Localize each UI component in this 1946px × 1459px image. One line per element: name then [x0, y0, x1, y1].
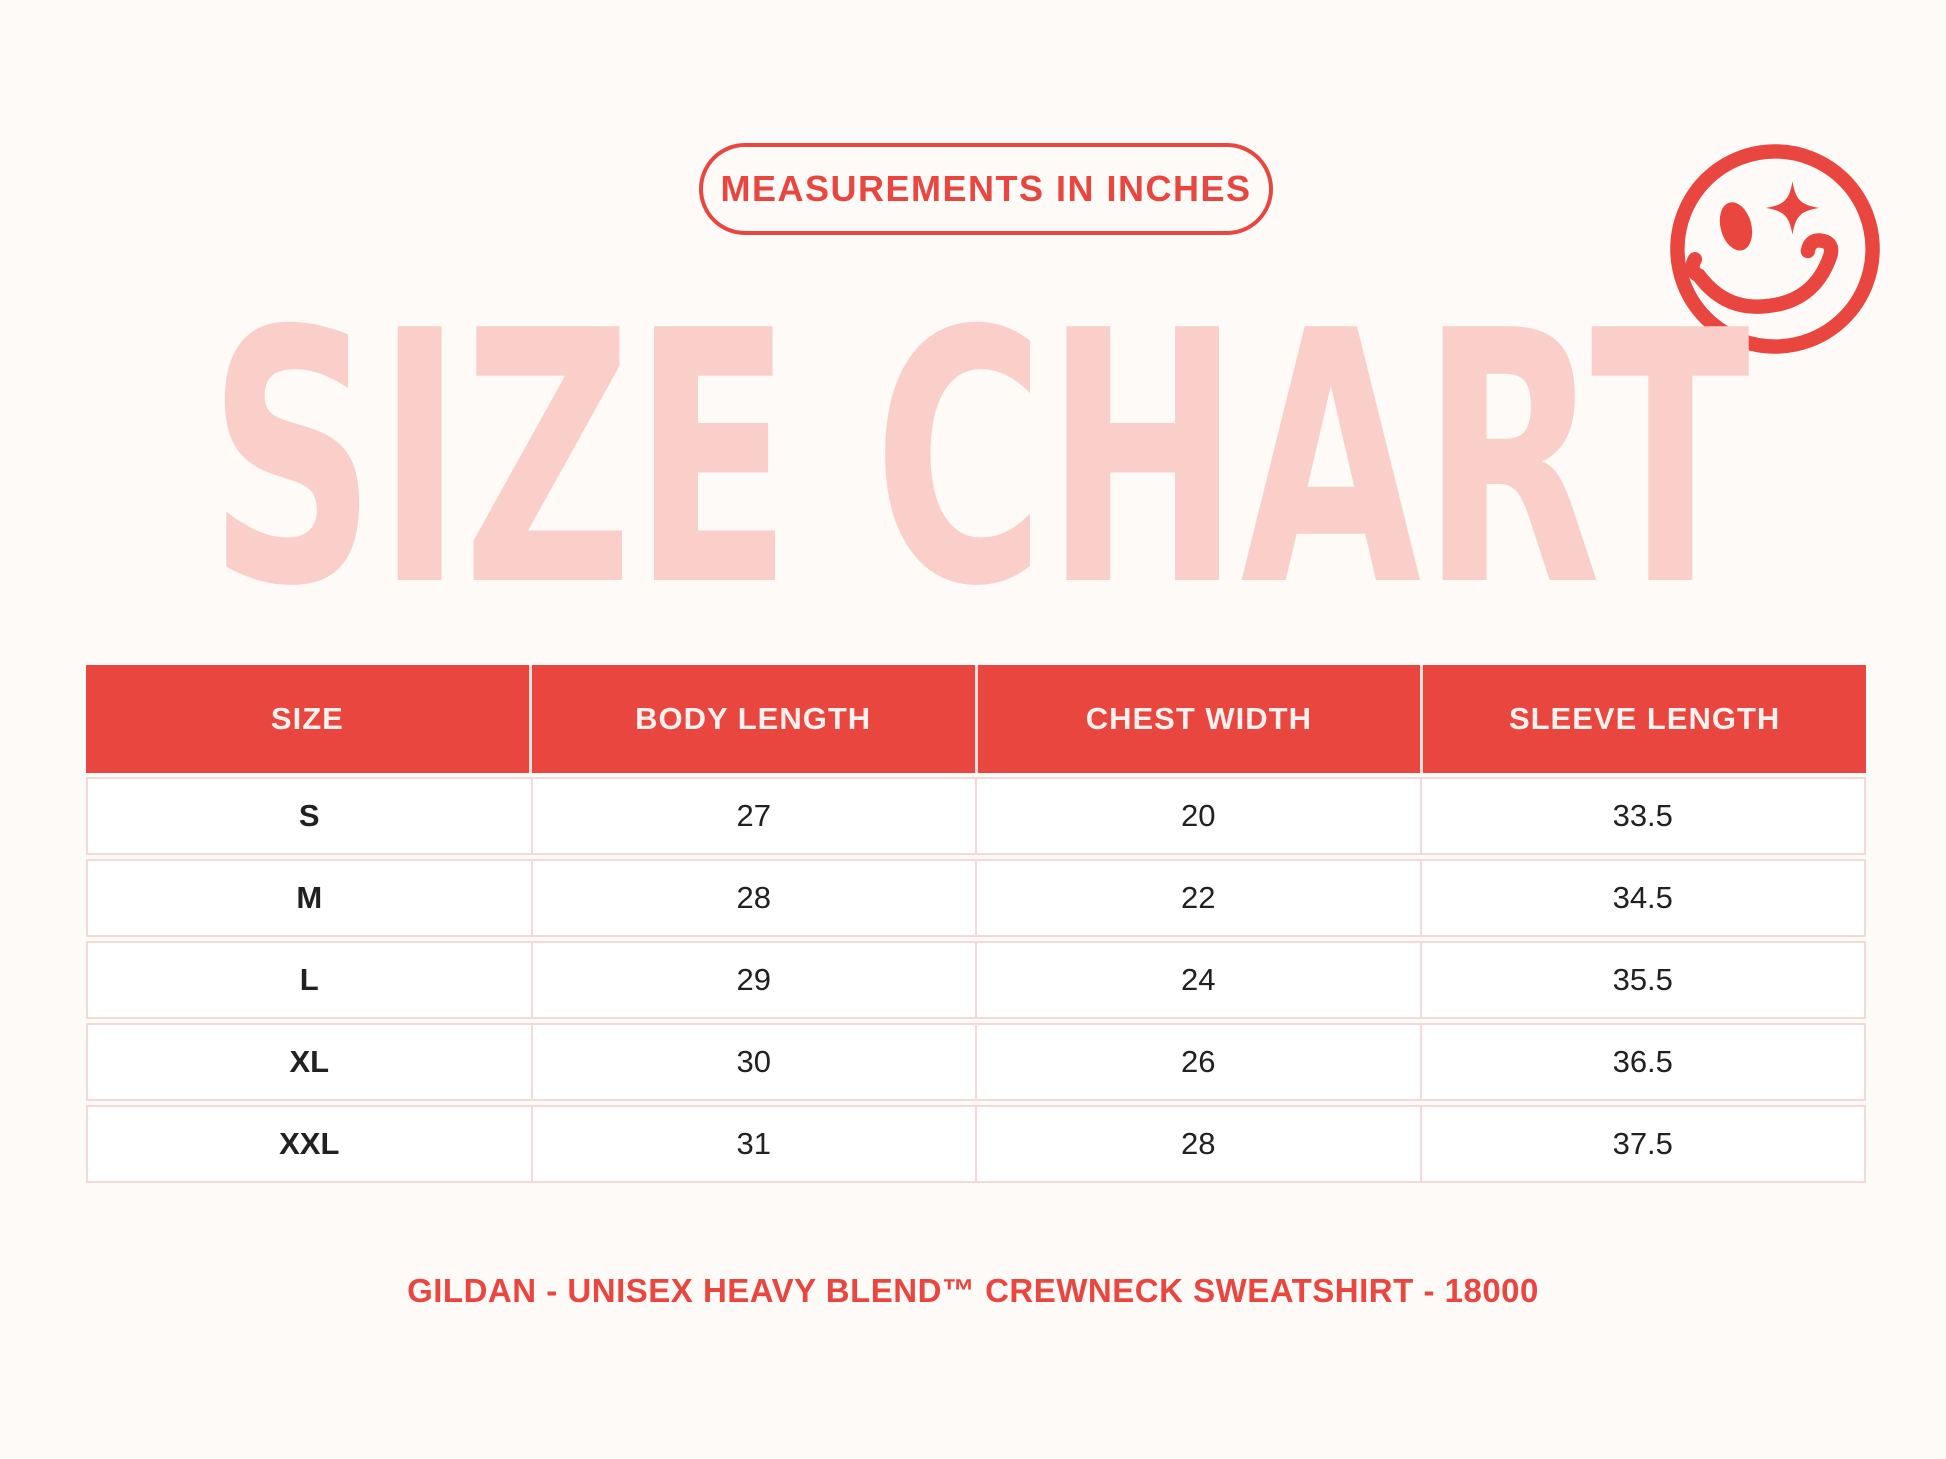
cell-size: XL [88, 1025, 533, 1099]
cell-measurement: 22 [977, 861, 1422, 935]
cell-size: L [88, 943, 533, 1017]
cell-measurement: 31 [533, 1107, 977, 1181]
table-row: XXL 31 28 37.5 [86, 1105, 1866, 1183]
cell-measurement: 37.5 [1612, 1126, 1673, 1161]
cell-measurement: 26 [977, 1025, 1422, 1099]
column-header-body-length: BODY LENGTH [532, 665, 978, 773]
cell-measurement: 28 [977, 1107, 1422, 1181]
cell-size: M [88, 861, 533, 935]
cell-measurement: 28 [533, 861, 977, 935]
table-row: XL 30 26 36.5 [86, 1023, 1866, 1101]
page-title: SIZE CHART [208, 258, 1751, 663]
table-header-row: SIZE BODY LENGTH CHEST WIDTH SLEEVE LENG… [86, 665, 1866, 773]
table-row: M 28 22 34.5 [86, 859, 1866, 937]
winking-smiley-icon [1670, 144, 1880, 354]
cell-measurement: 35.5 [1612, 962, 1673, 997]
cell-measurement: 24 [977, 943, 1422, 1017]
cell-measurement: 29 [533, 943, 977, 1017]
product-caption: GILDAN - UNISEX HEAVY BLEND™ CREWNECK SW… [407, 1272, 1539, 1309]
cell-measurement: 20 [977, 779, 1422, 853]
cell-size: S [88, 779, 533, 853]
measurements-badge-label: MEASUREMENTS IN INCHES [720, 168, 1252, 209]
column-header-sleeve-length: SLEEVE LENGTH [1508, 701, 1781, 736]
cell-measurement: 30 [533, 1025, 977, 1099]
measurements-badge: MEASUREMENTS IN INCHES [699, 143, 1273, 235]
sparkle-eye-icon [1765, 181, 1820, 235]
table-body: S 27 20 33.5 M 28 22 34.5 L 29 24 35.5 XL 30 26 36.5 XXL… [86, 777, 1866, 1183]
table-row: S 27 20 33.5 [86, 777, 1866, 855]
cell-measurement: 36.5 [1612, 1044, 1673, 1079]
column-header-chest-width: CHEST WIDTH [978, 665, 1424, 773]
page-title-text: SIZE CHART [208, 258, 1751, 663]
cell-measurement: 27 [533, 779, 977, 853]
column-header-size: SIZE [86, 665, 532, 773]
cell-measurement: 34.5 [1612, 880, 1673, 915]
cell-measurement: 33.5 [1612, 798, 1673, 833]
size-table: SIZE BODY LENGTH CHEST WIDTH SLEEVE LENG… [86, 665, 1866, 1183]
cell-size: XXL [88, 1107, 533, 1181]
table-row: L 29 24 35.5 [86, 941, 1866, 1019]
